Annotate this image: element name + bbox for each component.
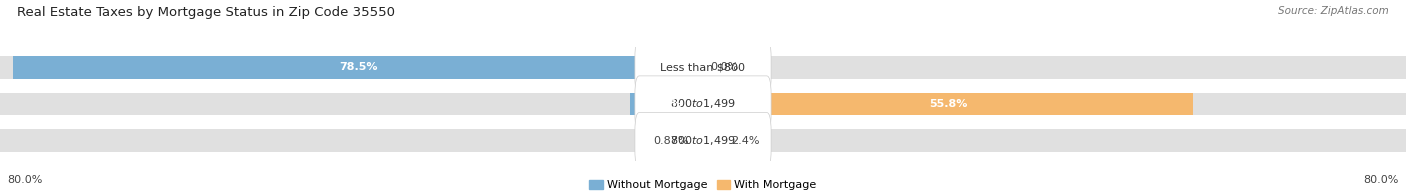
FancyBboxPatch shape bbox=[636, 76, 770, 132]
Text: 78.5%: 78.5% bbox=[339, 62, 377, 72]
Text: 2.4%: 2.4% bbox=[731, 136, 759, 146]
Text: 0.0%: 0.0% bbox=[710, 62, 738, 72]
Bar bbox=[703, 56, 1406, 79]
Text: Real Estate Taxes by Mortgage Status in Zip Code 35550: Real Estate Taxes by Mortgage Status in … bbox=[17, 6, 395, 19]
FancyBboxPatch shape bbox=[636, 39, 770, 95]
FancyBboxPatch shape bbox=[636, 113, 770, 169]
Bar bbox=[13, 56, 703, 79]
Text: Less than $800: Less than $800 bbox=[661, 62, 745, 72]
Text: 80.0%: 80.0% bbox=[1364, 175, 1399, 185]
Bar bbox=[0, 56, 703, 79]
Text: Source: ZipAtlas.com: Source: ZipAtlas.com bbox=[1278, 6, 1389, 16]
Text: $800 to $1,499: $800 to $1,499 bbox=[671, 134, 735, 147]
Text: 80.0%: 80.0% bbox=[7, 175, 42, 185]
Text: 55.8%: 55.8% bbox=[929, 99, 967, 109]
Bar bbox=[0, 129, 703, 152]
Bar bbox=[0, 93, 703, 115]
Bar bbox=[630, 93, 703, 115]
Bar bbox=[703, 93, 1194, 115]
Bar bbox=[696, 129, 703, 152]
Text: $800 to $1,499: $800 to $1,499 bbox=[671, 97, 735, 110]
Legend: Without Mortgage, With Mortgage: Without Mortgage, With Mortgage bbox=[589, 180, 817, 191]
Text: 8.3%: 8.3% bbox=[651, 99, 682, 109]
Text: 0.87%: 0.87% bbox=[652, 136, 689, 146]
Bar bbox=[703, 93, 1406, 115]
Bar bbox=[703, 129, 1406, 152]
Bar bbox=[703, 129, 724, 152]
